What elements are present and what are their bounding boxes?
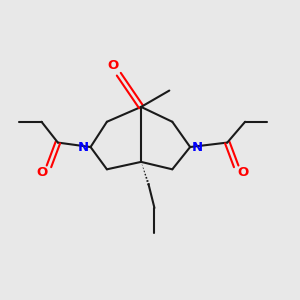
Text: O: O	[237, 167, 248, 179]
Text: N: N	[78, 140, 89, 154]
Text: O: O	[37, 167, 48, 179]
Text: N: N	[192, 140, 203, 154]
Text: O: O	[108, 59, 119, 72]
